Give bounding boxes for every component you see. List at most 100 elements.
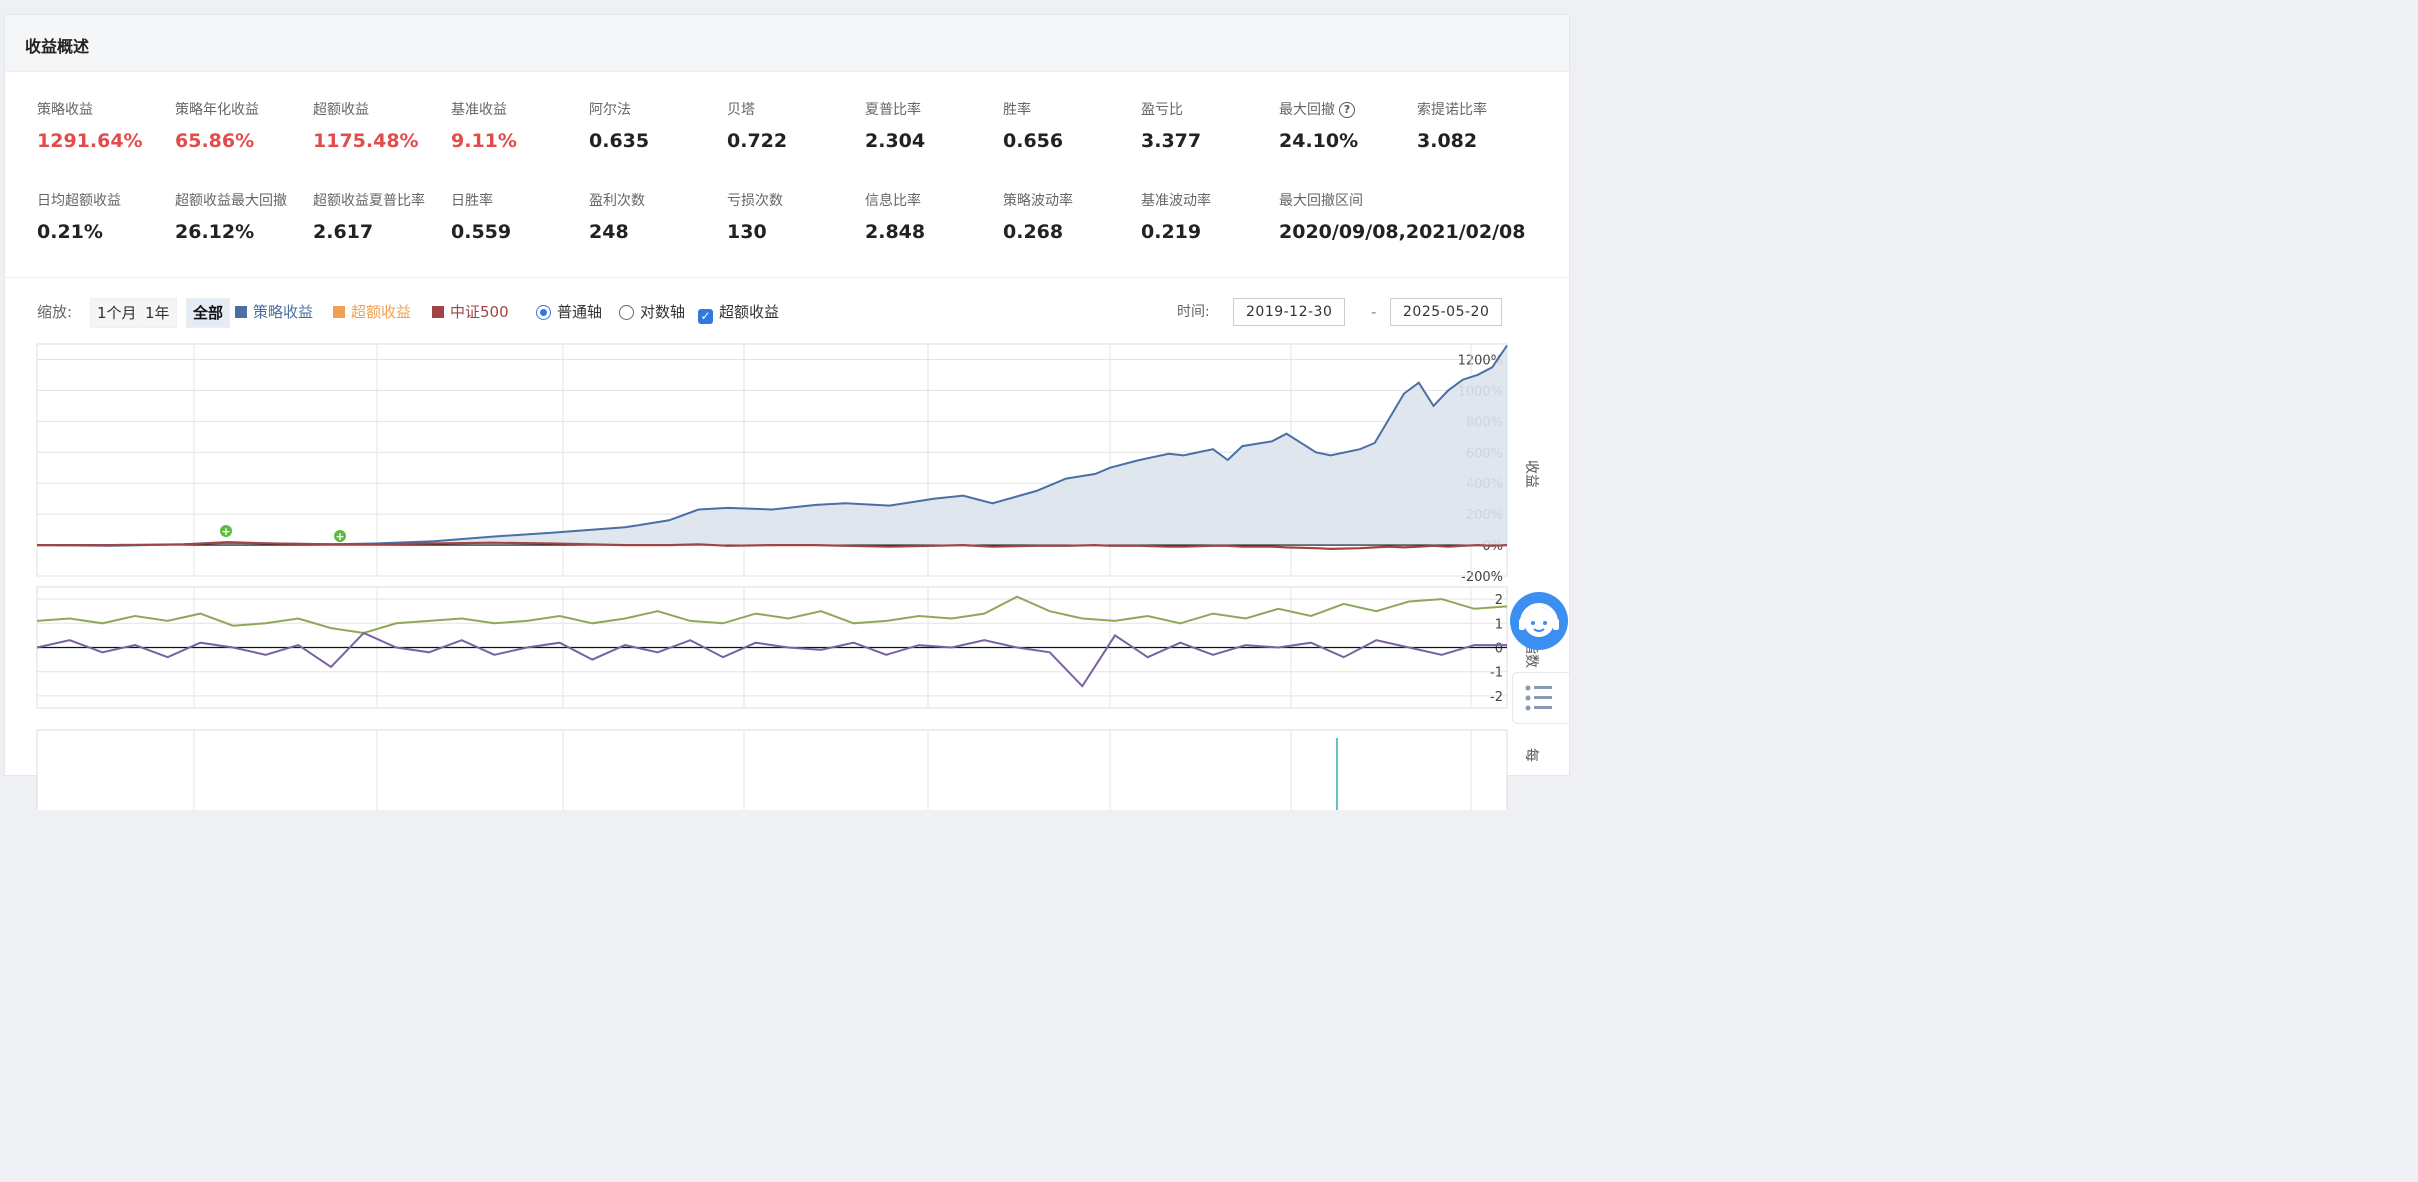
metric-label: 日胜率 bbox=[451, 190, 511, 210]
legend-csi500-swatch bbox=[432, 306, 444, 318]
legend-csi500[interactable]: 中证500 bbox=[432, 298, 509, 326]
panel-header: 收益概述 bbox=[5, 15, 1569, 72]
panel-title: 收益概述 bbox=[25, 37, 90, 56]
strategy-area bbox=[37, 345, 1507, 546]
metric-label-text: 贝塔 bbox=[727, 102, 755, 118]
start-date-input[interactable]: 2019-12-30 bbox=[1233, 298, 1346, 326]
metric-label-text: 胜率 bbox=[1003, 102, 1031, 118]
chart-toolbar: 缩放: 1个月 1年 全部 策略收益 超额收益 中证500 普通轴 对数轴 ✓ 超… bbox=[5, 298, 1569, 328]
metric-metrics_row1-0: 策略收益 1291.64% bbox=[37, 99, 143, 152]
metric-metrics_row1-3: 基准收益 9.11% bbox=[451, 99, 517, 152]
metric-value: 0.268 bbox=[1003, 221, 1064, 243]
metric-metrics_row2-5: 亏损次数 130 bbox=[727, 190, 783, 243]
linear-axis-radio[interactable]: 普通轴 bbox=[536, 298, 602, 326]
metric-label-text: 超额收益最大回撤 bbox=[175, 193, 287, 209]
radio-unselected-icon bbox=[619, 305, 634, 320]
metric-value: 3.082 bbox=[1417, 130, 1478, 152]
headset-icon bbox=[1519, 603, 1559, 637]
metric-label: 超额收益最大回撤 bbox=[175, 190, 287, 210]
metric-label-text: 亏损次数 bbox=[727, 193, 783, 209]
legend-strategy[interactable]: 策略收益 bbox=[235, 298, 313, 326]
zoom-1-month-button[interactable]: 1个月 bbox=[90, 298, 144, 328]
metric-metrics_row2-0: 日均超额收益 0.21% bbox=[37, 190, 121, 243]
metric-label: 基准波动率 bbox=[1141, 190, 1211, 210]
metric-value: 65.86% bbox=[175, 130, 255, 152]
legend-excess-label: 超额收益 bbox=[351, 303, 412, 321]
metric-value: 0.722 bbox=[727, 130, 788, 152]
y-tick-label: -1 bbox=[1490, 666, 1503, 681]
bottom-plot-area bbox=[36, 729, 1508, 810]
metric-metrics_row1-4: 阿尔法 0.635 bbox=[589, 99, 649, 152]
metric-value: 26.12% bbox=[175, 221, 255, 243]
log-axis-radio[interactable]: 对数轴 bbox=[619, 298, 685, 326]
metric-label-text: 最大回撤 bbox=[1279, 102, 1335, 118]
help-icon[interactable]: ? bbox=[1339, 102, 1355, 118]
metric-label: 夏普比率 bbox=[865, 99, 925, 119]
divider bbox=[5, 277, 1569, 278]
y-tick-label: 2 bbox=[1495, 593, 1503, 608]
metric-label: 胜率 bbox=[1003, 99, 1063, 119]
metric-label: 盈亏比 bbox=[1141, 99, 1201, 119]
metric-value: 2.848 bbox=[865, 221, 926, 243]
metric-label-text: 阿尔法 bbox=[589, 102, 631, 118]
metric-value: 0.21% bbox=[37, 221, 103, 243]
metric-metrics_row2-7: 策略波动率 0.268 bbox=[1003, 190, 1073, 243]
excess-return-checkbox[interactable]: ✓ 超额收益 bbox=[698, 298, 779, 326]
y-tick-label: 1 bbox=[1495, 617, 1503, 632]
metric-value: 2.617 bbox=[313, 221, 374, 243]
zoom-all-button[interactable]: 全部 bbox=[186, 298, 231, 328]
bottom-axis-label: 每 bbox=[1523, 748, 1539, 762]
metric-metrics_row2-9: 最大回撤区间 2020/09/08,2021/02/08 bbox=[1279, 190, 1526, 243]
y-tick-label: 0 bbox=[1495, 642, 1503, 657]
y-tick-label: -2 bbox=[1490, 690, 1503, 705]
support-avatar-button[interactable] bbox=[1510, 592, 1568, 650]
charts-svg: 1200%1000%800%600%400%200%0%-200%++收益210… bbox=[36, 343, 1539, 810]
trade-marker-label: + bbox=[221, 525, 230, 538]
metric-value: 1175.48% bbox=[313, 130, 419, 152]
metric-label-text: 索提诺比率 bbox=[1417, 102, 1487, 118]
metric-label-text: 最大回撤区间 bbox=[1279, 193, 1363, 209]
trade-marker bbox=[334, 530, 346, 542]
returns-overview-panel: 收益概述 策略收益 1291.64% 策略年化收益 65.86% 超额收益 1175.48… bbox=[4, 14, 1570, 810]
metric-metrics_row1-5: 贝塔 0.722 bbox=[727, 99, 787, 152]
metric-metrics_row1-10: 索提诺比率 3.082 bbox=[1417, 99, 1487, 152]
metric-metrics_row2-1: 超额收益最大回撤 26.12% bbox=[175, 190, 287, 243]
legend-strategy-swatch bbox=[235, 306, 247, 318]
metric-label: 阿尔法 bbox=[589, 99, 649, 119]
metric-label-text: 基准波动率 bbox=[1141, 193, 1211, 209]
legend-excess[interactable]: 超额收益 bbox=[333, 298, 411, 326]
metric-label-text: 基准收益 bbox=[451, 102, 507, 118]
metric-label-text: 策略年化收益 bbox=[175, 102, 259, 118]
y-tick-label: -200% bbox=[1461, 570, 1503, 585]
metric-value: 2020/09/08,2021/02/08 bbox=[1279, 221, 1526, 243]
metric-metrics_row1-9: 最大回撤? 24.10% bbox=[1279, 99, 1358, 152]
metric-value: 1291.64% bbox=[37, 130, 143, 152]
zoom-label: 缩放: bbox=[37, 303, 73, 321]
metric-value: 248 bbox=[589, 221, 629, 243]
benchmark-line bbox=[37, 541, 1508, 551]
checkbox-checked-icon: ✓ bbox=[698, 309, 713, 324]
radio-selected-icon bbox=[536, 305, 551, 320]
metric-metrics_row1-1: 策略年化收益 65.86% bbox=[175, 99, 259, 152]
menu-list-button[interactable] bbox=[1512, 672, 1570, 724]
metric-metrics_row1-7: 胜率 0.656 bbox=[1003, 99, 1063, 152]
metric-label: 最大回撤区间 bbox=[1279, 190, 1526, 210]
metric-value: 9.11% bbox=[451, 130, 517, 152]
metric-label-text: 超额收益 bbox=[313, 102, 369, 118]
metric-metrics_row2-4: 盈利次数 248 bbox=[589, 190, 645, 243]
metric-metrics_row2-8: 基准波动率 0.219 bbox=[1141, 190, 1211, 243]
purple-series-line bbox=[36, 631, 1507, 688]
metric-label-text: 盈亏比 bbox=[1141, 102, 1183, 118]
metric-label: 亏损次数 bbox=[727, 190, 783, 210]
metric-value: 2.304 bbox=[865, 130, 926, 152]
zoom-1-year-button[interactable]: 1年 bbox=[138, 298, 177, 328]
metric-label: 索提诺比率 bbox=[1417, 99, 1487, 119]
metric-value: 24.10% bbox=[1279, 130, 1359, 152]
metric-metrics_row1-8: 盈亏比 3.377 bbox=[1141, 99, 1201, 152]
metric-label: 最大回撤? bbox=[1279, 99, 1358, 119]
returns-axis-label: 收益 bbox=[1523, 460, 1539, 488]
metric-label: 贝塔 bbox=[727, 99, 787, 119]
legend-excess-swatch bbox=[333, 306, 345, 318]
metric-metrics_row1-6: 夏普比率 2.304 bbox=[865, 99, 925, 152]
end-date-input[interactable]: 2025-05-20 bbox=[1390, 298, 1503, 326]
